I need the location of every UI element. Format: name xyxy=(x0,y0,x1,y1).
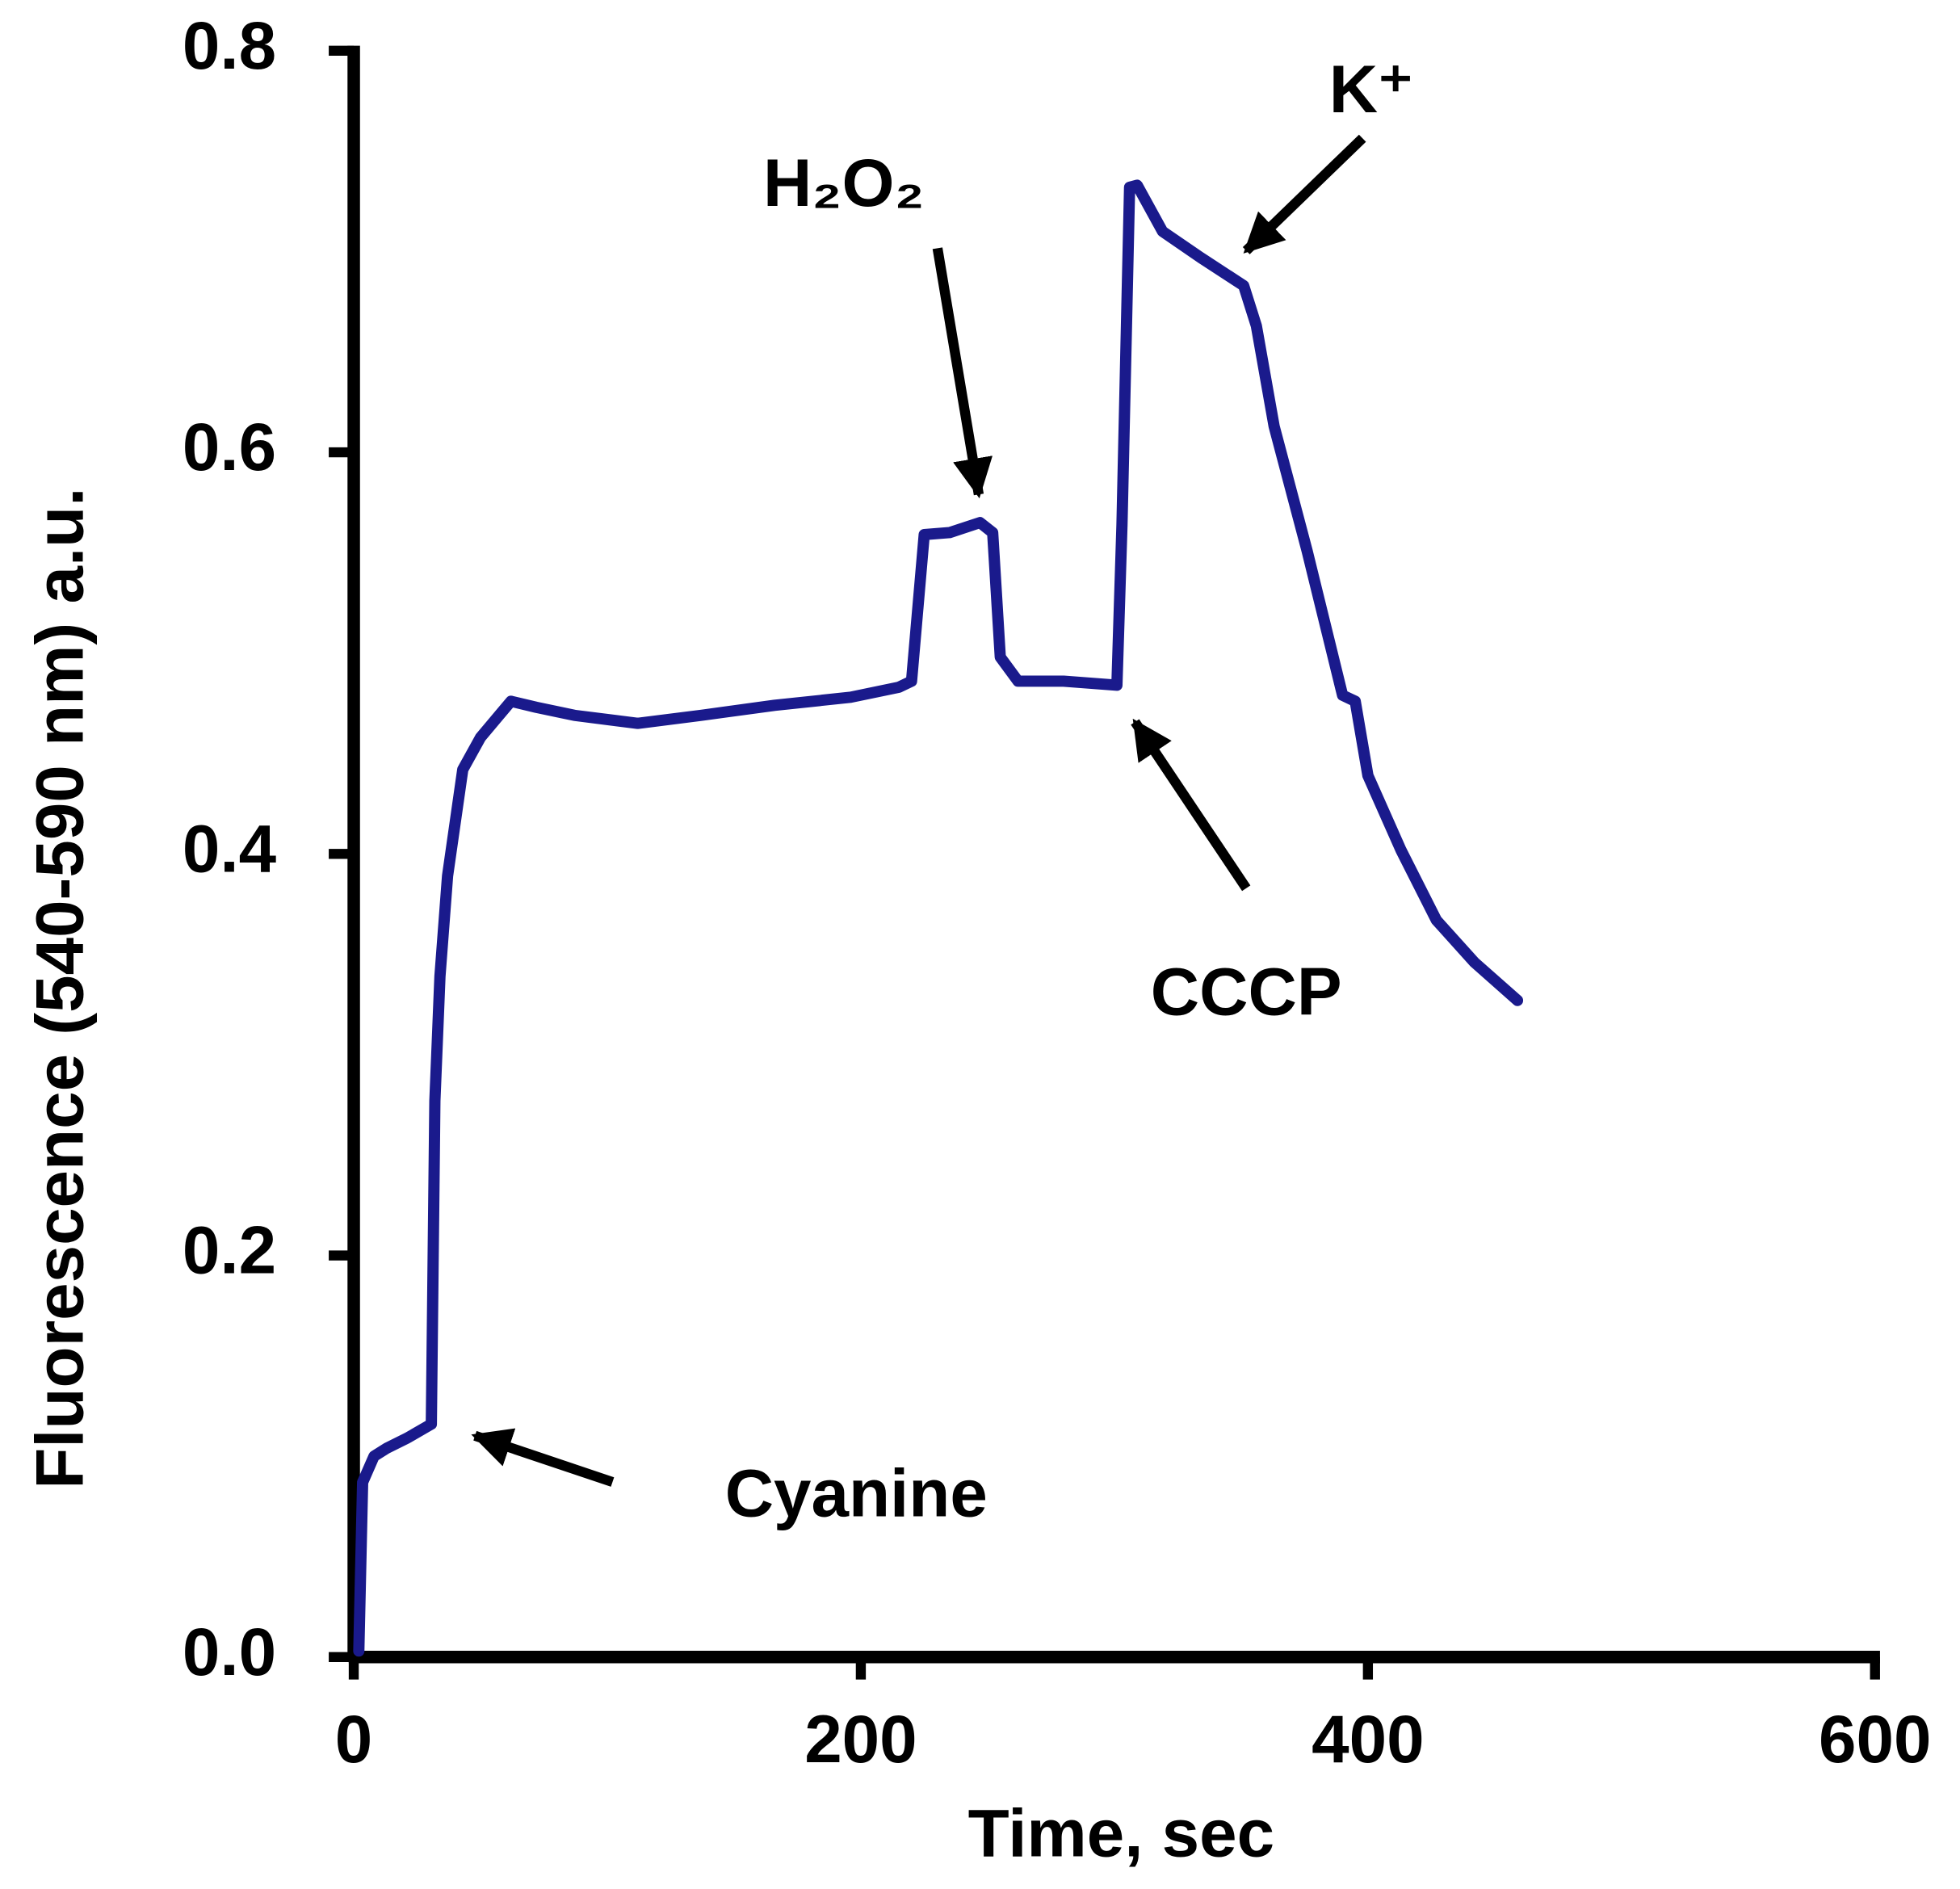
x-tick-label: 200 xyxy=(804,1701,917,1777)
y-tick-label: 0.6 xyxy=(183,409,276,485)
x-tick-label: 0 xyxy=(335,1701,372,1777)
y-axis-label: Fluorescence (540-590 nm) a.u. xyxy=(22,488,98,1489)
annotation: H₂O₂ xyxy=(763,145,925,220)
x-tick-label: 400 xyxy=(1312,1701,1424,1777)
annotation: K⁺ xyxy=(1329,51,1413,127)
arrows xyxy=(471,134,1366,1487)
annotation: Cyanine xyxy=(725,1455,988,1530)
annotation: CCCP xyxy=(1151,954,1342,1030)
y-tick-label: 0.8 xyxy=(183,7,276,83)
data-line xyxy=(353,179,1524,1657)
y-tick-label: 0.4 xyxy=(183,810,277,886)
x-tick-label: 600 xyxy=(1819,1701,1931,1777)
y-tick-label: 0.2 xyxy=(183,1212,276,1288)
x-axis-label: Time, sec xyxy=(968,1795,1274,1870)
y-tick-label: 0.0 xyxy=(183,1614,276,1690)
